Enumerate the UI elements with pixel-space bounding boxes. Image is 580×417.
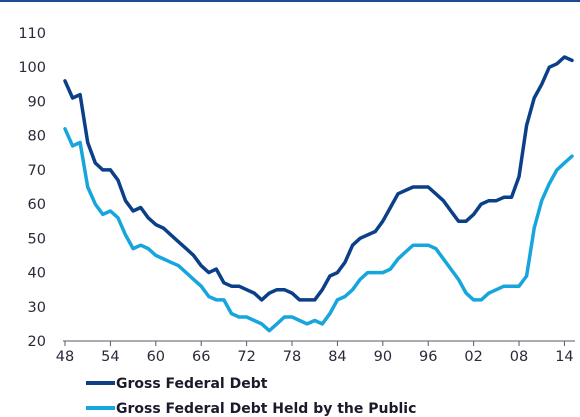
x-tick-label: 54: [101, 349, 119, 365]
x-tick-label: 78: [283, 349, 301, 365]
legend-item-gross-federal-debt-held-by-the-public: Gross Federal Debt Held by the Public: [86, 401, 416, 417]
y-tick-label: 90: [28, 94, 46, 110]
series-line-gross-federal-debt: [63, 55, 574, 302]
x-tick-label: 48: [56, 349, 74, 365]
y-tick-label: 80: [28, 129, 46, 145]
legend: Gross Federal Debt Gross Federal Debt He…: [86, 376, 416, 417]
x-tick-label: 66: [192, 349, 210, 365]
series-lines: [63, 55, 574, 333]
x-tick-label: 14: [555, 349, 573, 365]
legend-item-gross-federal-debt: Gross Federal Debt: [86, 376, 268, 392]
x-tick-label: 96: [419, 349, 437, 365]
y-tick-label: 50: [28, 231, 46, 247]
y-tick-label: 70: [28, 163, 46, 179]
y-tick-label: 100: [18, 60, 46, 76]
x-tick-label: 90: [374, 349, 392, 365]
x-tick-label: 60: [147, 349, 165, 365]
y-tick-label: 110: [18, 26, 46, 42]
y-tick-label: 60: [28, 197, 46, 213]
y-tick-label: 20: [28, 334, 46, 350]
x-tick-label: 02: [464, 349, 482, 365]
series-line-gross-federal-debt-held-by-the-public: [63, 127, 574, 333]
y-tick-label: 40: [28, 266, 46, 282]
x-tick-label: 08: [510, 349, 528, 365]
x-axis-ticks: 48 54 60 66 72 78 84 90 96 02 08 14: [56, 341, 574, 365]
y-tick-label: 30: [28, 300, 46, 316]
legend-label-gross-federal-debt-held-by-the-public: Gross Federal Debt Held by the Public: [116, 401, 416, 417]
y-axis-tick-labels: 20 30 40 50 60 70 80 90 100 110: [18, 26, 46, 350]
legend-label-gross-federal-debt: Gross Federal Debt: [116, 376, 268, 392]
x-tick-label: 84: [328, 349, 346, 365]
x-tick-label: 72: [237, 349, 255, 365]
